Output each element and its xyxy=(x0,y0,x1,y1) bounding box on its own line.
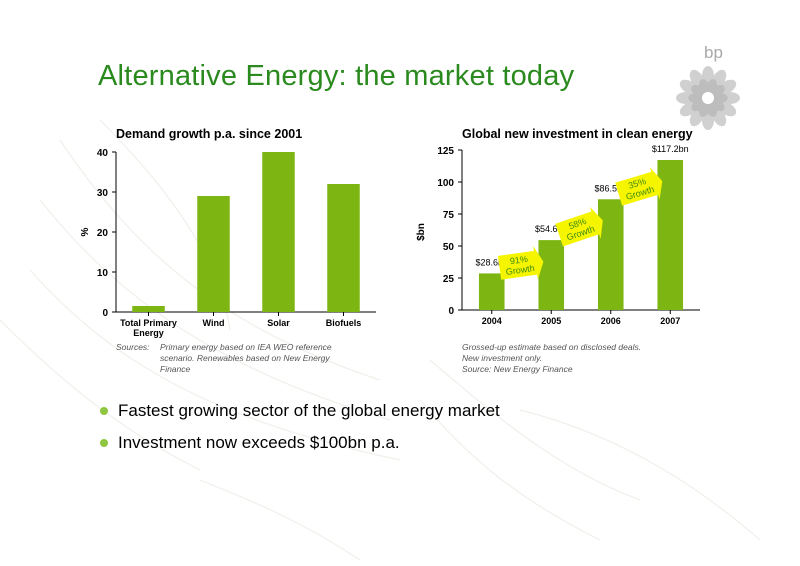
growth-arrow-shape xyxy=(615,167,663,206)
growth-label: 91% xyxy=(509,254,528,266)
growth-label: 35% xyxy=(627,176,647,191)
growth-arrow: 91%Growth xyxy=(497,245,544,280)
bar xyxy=(132,306,165,312)
growth-label: Growth xyxy=(505,263,535,277)
plot-area: 0 25 50 75 100 125 2004 $28.6bn 2005 $54.6bn 2006 $… xyxy=(437,144,700,326)
x-tick-label: Solar xyxy=(267,318,290,328)
bar xyxy=(327,184,360,312)
source-line: Source: New Energy Finance xyxy=(462,364,573,374)
bar xyxy=(478,273,505,310)
y-tick-label: 0 xyxy=(448,306,454,317)
bullet-dot-icon xyxy=(100,439,108,447)
x-tick-label: 2007 xyxy=(660,316,680,326)
y-tick-label: 50 xyxy=(443,242,455,253)
chart-title: Global new investment in clean energy xyxy=(462,127,693,141)
sources-note-right: Grossed-up estimate based on disclosed d… xyxy=(462,342,702,375)
chart-title: Demand growth p.a. since 2001 xyxy=(116,127,302,141)
growth-arrow-shape xyxy=(555,206,603,247)
demand-growth-chart: Demand growth p.a. since 2001 % 0 10 20 30 4… xyxy=(78,122,378,362)
bullet-item: Investment now exceeds $100bn p.a. xyxy=(100,432,500,464)
logo-center xyxy=(702,92,714,104)
bar xyxy=(597,199,624,310)
bullet-list: Fastest growing sector of the global ene… xyxy=(100,400,500,464)
source-line: New investment only. xyxy=(462,353,543,363)
y-tick-label: 10 xyxy=(97,268,109,279)
x-tick-label: Total Primary xyxy=(120,318,177,328)
growth-arrow: 35%Growth xyxy=(615,167,663,206)
x-tick-label: 2006 xyxy=(601,316,621,326)
y-tick-label: 40 xyxy=(97,148,109,159)
x-tick-label: Energy xyxy=(133,328,164,338)
data-label: $86.5bn xyxy=(594,183,627,193)
x-tick-label: 2005 xyxy=(541,316,561,326)
bar xyxy=(538,240,565,310)
data-label: $54.6bn xyxy=(535,224,568,234)
y-axis-label: $bn xyxy=(416,223,427,241)
clean-energy-investment-chart: Global new investment in clean energy $b… xyxy=(412,122,718,362)
bar xyxy=(197,196,230,312)
x-tick-label: 2004 xyxy=(482,316,502,326)
page-title: Alternative Energy: the market today xyxy=(98,60,575,92)
source-line: Grossed-up estimate based on disclosed d… xyxy=(462,342,642,352)
y-tick-label: 0 xyxy=(102,308,108,319)
y-tick-label: 20 xyxy=(97,228,109,239)
growth-arrow-shape xyxy=(497,245,544,280)
sources-label: Sources: xyxy=(116,342,150,352)
y-tick-label: 75 xyxy=(443,210,455,221)
data-label: $28.6bn xyxy=(475,257,508,267)
y-axis-label: % xyxy=(80,227,91,236)
bullet-dot-icon xyxy=(100,407,108,415)
growth-arrow: 58%Growth xyxy=(555,206,603,247)
bp-logo-text: bp xyxy=(704,43,723,62)
bullet-text: Fastest growing sector of the global ene… xyxy=(118,401,500,420)
bar xyxy=(262,152,295,312)
y-tick-label: 125 xyxy=(437,146,454,157)
data-label: $117.2bn xyxy=(652,144,689,154)
y-tick-label: 25 xyxy=(443,274,455,285)
bullet-text: Investment now exceeds $100bn p.a. xyxy=(118,433,400,452)
y-tick-label: 30 xyxy=(97,188,109,199)
sources-text: Primary energy based on IEA WEO referenc… xyxy=(160,342,332,374)
bp-helios-logo: bp xyxy=(676,43,740,130)
x-tick-label: Biofuels xyxy=(326,318,362,328)
bullet-item: Fastest growing sector of the global ene… xyxy=(100,400,500,432)
logo-petal xyxy=(698,79,710,95)
y-tick-label: 100 xyxy=(437,178,454,189)
x-tick-label: Wind xyxy=(203,318,225,328)
